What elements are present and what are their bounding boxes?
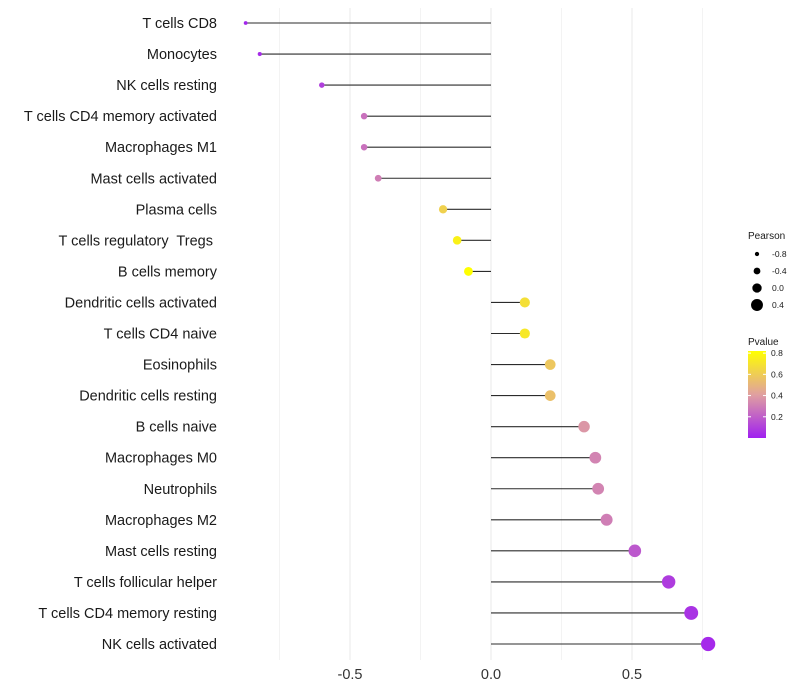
data-point: [360, 112, 368, 120]
legend-size-label: -0.8: [772, 249, 787, 259]
legend-size-dot: [753, 267, 761, 275]
legend-size-title: Pearson: [748, 231, 785, 242]
data-point: [589, 451, 602, 464]
category-label: Mast cells resting: [105, 544, 217, 560]
category-label: Neutrophils: [144, 482, 217, 498]
category-label: Macrophages M1: [105, 140, 217, 156]
x-tick-label: 0.0: [481, 667, 501, 683]
data-point: [243, 21, 248, 25]
category-label: T cells CD4 memory activated: [24, 109, 217, 125]
legend-size-dot: [754, 251, 760, 257]
stems: [245, 22, 709, 645]
category-label: T cells follicular helper: [74, 575, 217, 591]
category-label: Macrophages M0: [105, 451, 217, 467]
legend-size-dot: [751, 299, 763, 311]
data-point: [452, 236, 462, 245]
legend-color-label: 0.6: [771, 369, 783, 379]
legend-color-label: 0.8: [771, 348, 783, 358]
data-point: [684, 606, 699, 620]
data-point: [319, 82, 325, 88]
legend-colorbar: [748, 351, 766, 438]
data-point: [438, 205, 448, 214]
data-point: [701, 636, 716, 652]
legend: Pearson -0.8-0.40.00.4 Pvalue 0.80.60.40…: [748, 231, 787, 438]
data-point: [360, 143, 368, 151]
data-point: [600, 513, 613, 526]
category-label: B cells naive: [136, 420, 217, 436]
legend-size-label: -0.4: [772, 266, 787, 276]
category-labels: T cells CD8 Monocytes NK cells resting T ce…: [24, 16, 218, 653]
category-label: Dendritic cells activated: [65, 295, 217, 311]
category-label: Mast cells activated: [90, 171, 217, 187]
legend-size-entries: -0.8 -0.4 0.0 0.4: [751, 249, 787, 311]
category-label: Dendritic cells resting: [79, 389, 217, 405]
category-label: Plasma cells: [136, 202, 217, 218]
category-label: T cells CD8: [142, 16, 217, 32]
data-point: [592, 482, 605, 495]
data-point: [578, 420, 590, 433]
data-point: [519, 328, 530, 339]
points: [243, 21, 716, 652]
data-point: [628, 544, 642, 558]
data-point: [661, 575, 676, 589]
category-label: Macrophages M2: [105, 513, 217, 529]
category-label: NK cells resting: [116, 78, 217, 94]
x-axis-ticks: -0.5 0.0 0.5: [338, 667, 643, 683]
x-tick-label: 0.5: [622, 667, 642, 683]
data-point: [544, 390, 556, 401]
category-label: T cells CD4 naive: [104, 327, 217, 343]
data-point: [464, 266, 473, 276]
category-label: Eosinophils: [143, 358, 217, 374]
legend-size-label: 0.4: [772, 300, 784, 310]
legend-color-ticks: 0.8 0.6 0.4 0.2: [748, 348, 783, 422]
category-label: T cells regulatory Tregs: [59, 233, 218, 249]
legend-color-title: Pvalue: [748, 337, 779, 348]
legend-size-label: 0.0: [772, 283, 784, 293]
legend-color-label: 0.2: [771, 412, 783, 422]
legend-color-label: 0.4: [771, 391, 783, 401]
category-label: Monocytes: [147, 47, 217, 63]
x-tick-label: -0.5: [338, 667, 363, 683]
category-label: NK cells activated: [102, 637, 217, 653]
legend-size-dot: [752, 283, 762, 293]
category-label: T cells CD4 memory resting: [38, 606, 217, 622]
category-label: B cells memory: [118, 264, 218, 280]
data-point: [544, 359, 556, 370]
data-point: [257, 51, 262, 57]
data-point: [374, 174, 382, 182]
data-point: [519, 297, 530, 308]
